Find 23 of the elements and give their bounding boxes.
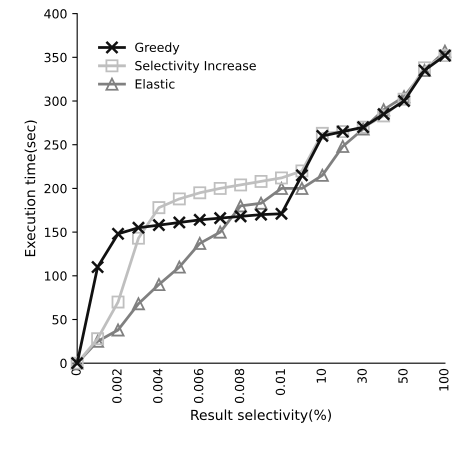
x-tick-label: 0.008 <box>234 368 244 404</box>
y-tick-label: 400 <box>44 9 67 19</box>
y-axis-title: Execution time(sec) <box>24 120 37 256</box>
x-tick-label: 0.002 <box>112 369 122 404</box>
x-tick-label: 0.006 <box>194 368 204 404</box>
y-tick-label: 50 <box>52 314 67 324</box>
y-tick-label: 200 <box>44 184 67 194</box>
legend-label: Elastic <box>136 79 174 89</box>
y-tick-label: 250 <box>44 140 67 150</box>
y-tick-label: 0 <box>60 358 67 368</box>
x-axis-title: Result selectivity(%) <box>191 409 331 423</box>
x-tick-label: 100 <box>439 368 449 391</box>
x-tick-label: 50 <box>398 368 408 384</box>
y-tick-label: 150 <box>44 228 67 238</box>
x-tick-label: 30 <box>357 368 367 384</box>
legend-label: Selectivity Increase <box>135 60 256 73</box>
x-tick-label: 0.01 <box>276 369 286 396</box>
y-tick-label: 350 <box>44 52 67 62</box>
legend-label: Greedy <box>135 42 180 54</box>
x-tick-label: 10 <box>316 368 326 383</box>
y-tick-label: 300 <box>44 96 67 106</box>
x-tick-label: 0.004 <box>153 368 163 404</box>
y-tick-label: 100 <box>44 271 67 281</box>
